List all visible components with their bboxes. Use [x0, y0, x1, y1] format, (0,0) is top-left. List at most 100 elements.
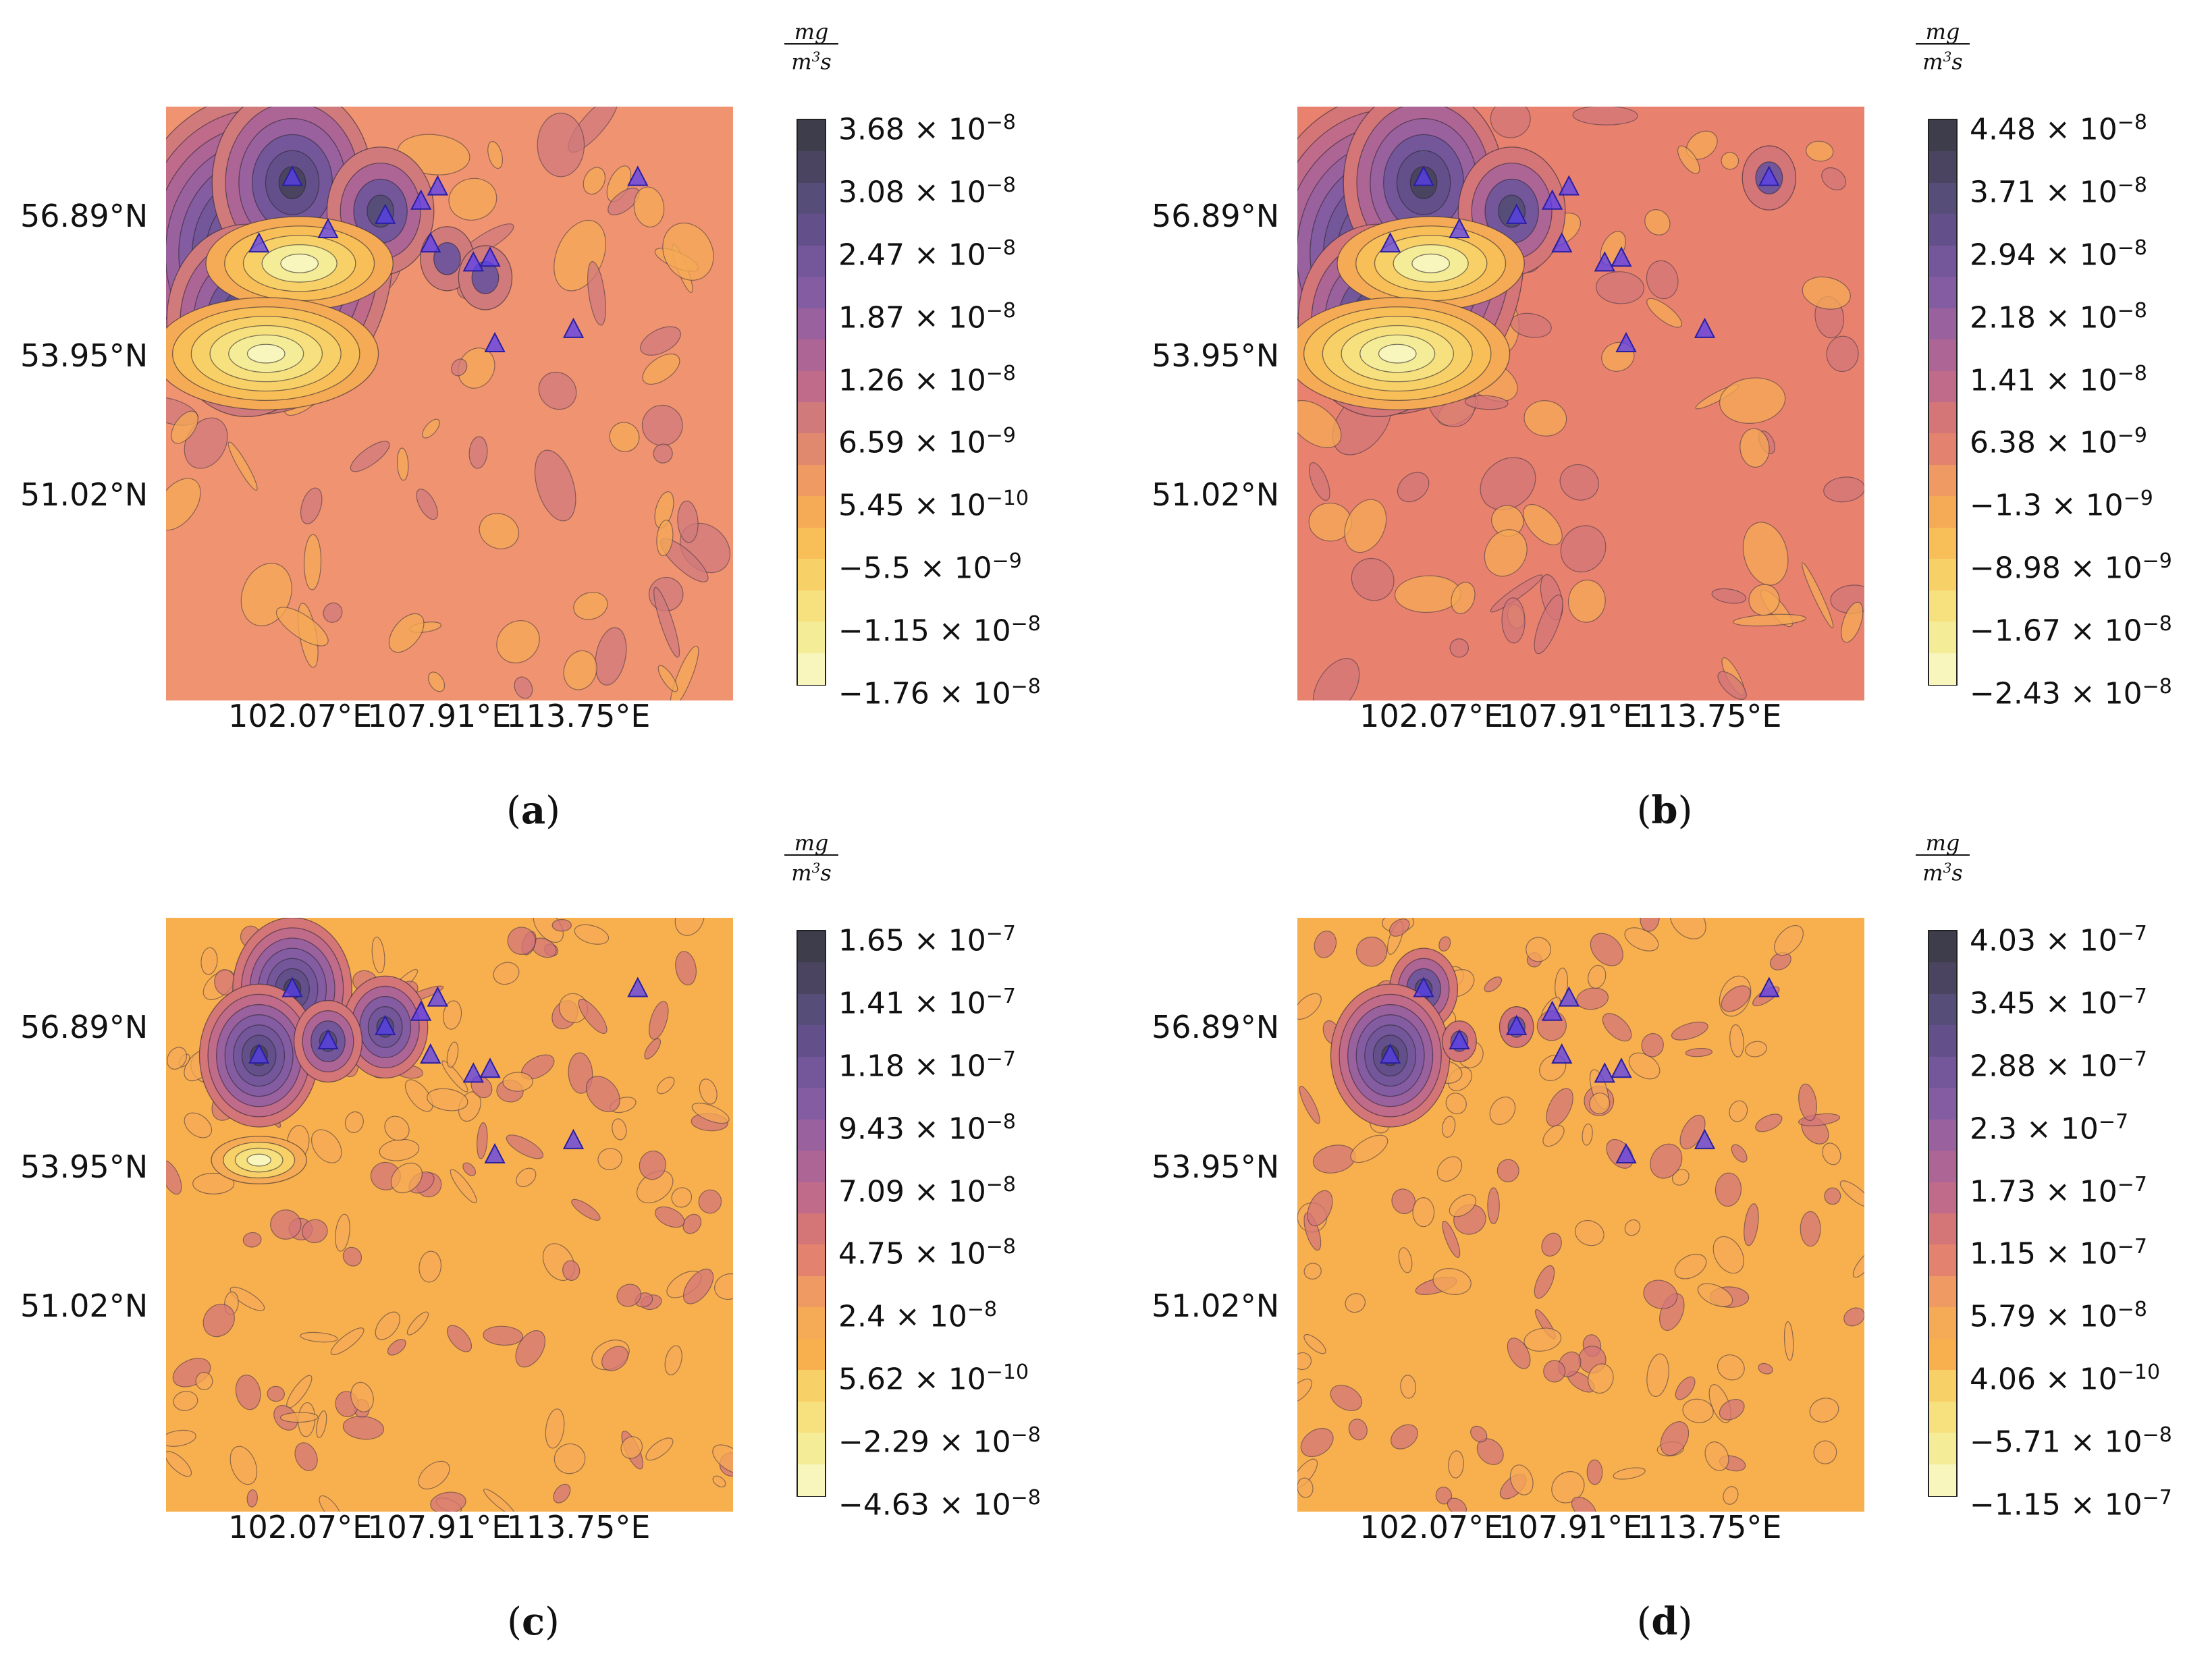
contour-patch — [319, 1495, 342, 1512]
colorbar-unit: mg m3s — [1916, 20, 1970, 74]
contour-patch — [1451, 582, 1476, 614]
colorbar-band — [798, 370, 825, 403]
colorbar-tick-label: 1.18 × 10−7 — [838, 1047, 1017, 1084]
contour-patch — [1852, 1250, 1864, 1278]
contour-patch — [1589, 1093, 1611, 1115]
station-marker — [562, 1128, 585, 1149]
colorbar-band — [798, 1151, 825, 1183]
colorbar-band — [1929, 245, 1956, 278]
colorbar-band — [798, 1025, 825, 1057]
contour-patch — [242, 1232, 262, 1248]
contour-patch — [502, 1072, 533, 1092]
contour-patch — [1309, 462, 1330, 501]
colorbar-band — [798, 653, 825, 685]
station-marker — [1611, 1057, 1632, 1078]
colorbar-tick-label: −5.5 × 10−9 — [838, 549, 1022, 586]
station-marker — [1558, 175, 1580, 196]
contour-patch — [1748, 584, 1780, 616]
station-marker — [1758, 976, 1780, 997]
station-marker — [427, 175, 448, 196]
station-marker — [375, 203, 396, 224]
contour-patch — [1823, 476, 1864, 503]
contour-patch — [451, 358, 468, 377]
station-marker — [1558, 986, 1580, 1007]
contour-patch — [1351, 557, 1395, 601]
colorbar-tick-label: 2.47 × 10−8 — [838, 236, 1017, 273]
colorbar-band — [798, 402, 825, 435]
contour-patch — [448, 177, 497, 221]
station-marker — [317, 217, 339, 239]
contour-patch — [574, 924, 610, 945]
contour-patch — [1576, 987, 1609, 1010]
contour-patch — [1432, 1268, 1472, 1295]
contour-patch — [1442, 1220, 1461, 1259]
contour-patch — [554, 1443, 586, 1475]
contour-patch — [562, 1260, 581, 1281]
contour-patch — [396, 447, 409, 481]
colorbar-band — [798, 1338, 825, 1371]
contour-patch — [468, 436, 488, 469]
colorbar-band — [798, 433, 825, 466]
contour-patch — [714, 1273, 733, 1300]
contour-patch — [616, 1284, 642, 1307]
station-marker — [462, 251, 484, 272]
colorbar-tick-label: 1.41 × 10−8 — [1970, 361, 2148, 398]
contour-patch — [1526, 937, 1551, 962]
contour-patch — [1711, 588, 1747, 604]
y-tick-label: 56.89°N — [1152, 1008, 1280, 1045]
contour-patch — [387, 1339, 406, 1356]
contour-patch — [1307, 1190, 1333, 1227]
contour-map — [166, 918, 733, 1512]
colorbar-band — [1929, 559, 1956, 591]
contour-patch — [1717, 671, 1747, 700]
maximum-contour — [433, 242, 461, 275]
contour-patch — [675, 951, 697, 986]
colorbar-band — [1929, 214, 1956, 246]
contour-patch — [1646, 260, 1679, 300]
colorbar — [797, 119, 826, 686]
contour-patch — [682, 1268, 714, 1304]
contour-patch — [418, 1460, 450, 1490]
colorbar-band — [798, 182, 825, 215]
contour-patch — [671, 1187, 693, 1208]
contour-patch — [1484, 976, 1503, 993]
x-tick-label: 102.07°E — [1359, 698, 1504, 734]
contour-patch — [1480, 457, 1536, 511]
contour-patch — [1624, 1219, 1641, 1236]
station-marker — [1594, 251, 1615, 272]
contour-patch — [446, 1325, 473, 1352]
colorbar-tick-label: 2.18 × 10−8 — [1970, 298, 2148, 335]
contour-patch — [1391, 1424, 1418, 1450]
contour-patch — [1721, 152, 1739, 170]
colorbar-band — [798, 559, 825, 591]
contour-patch — [712, 1475, 726, 1488]
contour-patch — [1523, 503, 1563, 545]
contour-patch — [662, 222, 714, 281]
minimum-contour — [246, 343, 286, 364]
contour-patch — [1559, 464, 1599, 501]
colorbar-tick-label: −2.43 × 10−8 — [1970, 675, 2172, 711]
contour-map — [166, 107, 733, 700]
contour-patch — [551, 918, 572, 932]
contour-patch — [450, 1169, 477, 1203]
station-marker — [420, 1043, 441, 1064]
colorbar-tick-label: 7.09 × 10−8 — [838, 1172, 1017, 1209]
station-marker — [562, 317, 585, 338]
colorbar-band — [798, 1056, 825, 1089]
contour-patch — [601, 1346, 629, 1371]
contour-patch — [443, 1000, 462, 1030]
contour-patch — [294, 1442, 318, 1471]
colorbar-tick-label: −2.29 × 10−8 — [838, 1423, 1041, 1460]
colorbar-band — [798, 1088, 825, 1120]
contour-patch — [1755, 1113, 1783, 1132]
y-tick-label: 53.95°N — [20, 337, 149, 374]
contour-patch — [655, 1206, 685, 1228]
colorbar-tick-label: 1.15 × 10−7 — [1970, 1235, 2148, 1272]
contour-patch — [427, 1088, 468, 1111]
contour-patch — [553, 1483, 571, 1504]
contour-patch — [1297, 1352, 1312, 1371]
contour-patch — [568, 1052, 593, 1094]
contour-patch — [533, 918, 564, 943]
contour-patch — [1712, 1236, 1744, 1274]
contour-patch — [342, 1416, 385, 1440]
